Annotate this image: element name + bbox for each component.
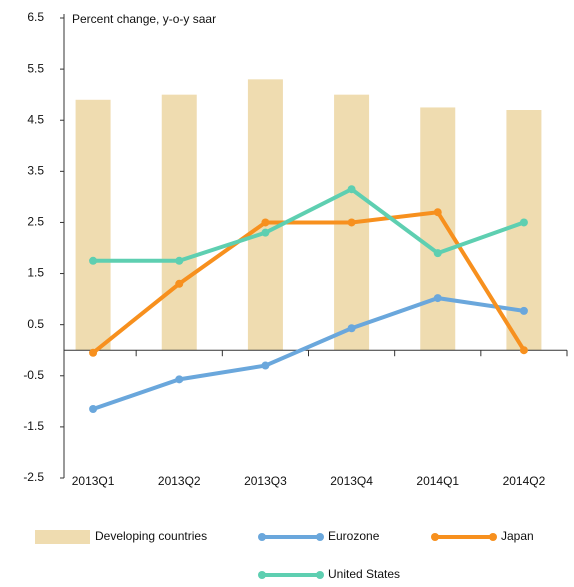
line [92,296,525,411]
y-tick-label: 6.5 [27,10,44,24]
y-tick-label: -1.5 [23,419,44,433]
y-tick-label: 1.5 [27,266,44,280]
point [261,361,270,370]
line [93,186,525,263]
legend-label: United States [328,567,400,581]
legend-label: Japan [501,529,534,543]
point [519,306,528,315]
y-tick-label: 0.5 [27,317,44,331]
y-tick-label: 2.5 [27,215,44,229]
line [91,210,526,355]
legend-dot [431,533,439,541]
y-tick-label: 3.5 [27,164,44,178]
point [347,185,356,194]
point [261,228,270,237]
bar [75,99,111,351]
x-tick-label: 2013Q3 [244,474,287,488]
point [89,256,98,265]
point [175,375,184,384]
y-tick-label: 4.5 [27,112,44,126]
point [175,279,184,288]
legend-dot [316,533,324,541]
point [433,208,442,217]
chart-title: Percent change, y-o-y saar [72,12,216,26]
point [175,256,184,265]
x-tick-label: 2013Q4 [330,474,373,488]
legend-dot [489,533,497,541]
x-tick-label: 2013Q1 [72,474,115,488]
y-tick-label: 5.5 [27,61,44,75]
point [89,405,98,413]
legend-label: Developing countries [95,529,207,543]
legend-dot [258,571,266,579]
point [433,294,442,303]
bar [247,79,283,351]
legend-dot [258,533,266,541]
legend-label: Eurozone [328,529,380,543]
point [433,249,442,258]
x-tick-label: 2013Q2 [158,474,201,488]
y-tick-label: -2.5 [23,470,44,484]
point [347,218,356,227]
point [89,348,98,357]
bar [161,94,197,351]
point [519,218,528,227]
point [519,346,528,355]
y-tick-label: -0.5 [23,368,44,382]
x-tick-label: 2014Q1 [416,474,459,488]
point [261,218,270,227]
x-tick-label: 2014Q2 [503,474,546,488]
legend-swatch [35,530,90,544]
point [347,324,356,333]
legend-dot [316,571,324,579]
